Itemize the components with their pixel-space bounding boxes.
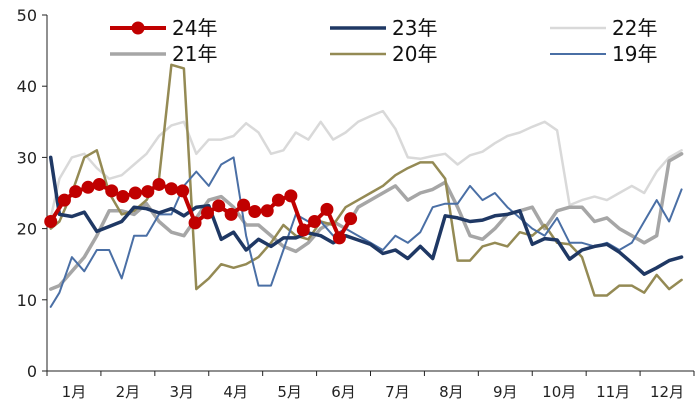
series-line-20年 xyxy=(49,63,683,297)
legend-item: 21年 xyxy=(110,42,217,66)
data-point xyxy=(201,206,215,220)
x-tick-label: 10月 xyxy=(542,383,576,401)
data-point xyxy=(92,177,106,191)
legend-marker xyxy=(131,21,145,35)
data-point xyxy=(212,199,226,213)
data-point xyxy=(105,184,119,198)
x-tick-label: 7月 xyxy=(385,383,410,401)
legend-item: 22年 xyxy=(550,16,657,40)
x-tick-label: 11月 xyxy=(596,383,630,401)
x-tick-label: 4月 xyxy=(223,383,248,401)
legend-label: 24年 xyxy=(172,16,217,40)
data-point xyxy=(176,184,190,198)
x-tick-label: 8月 xyxy=(439,383,464,401)
data-point xyxy=(284,189,298,203)
series-19年 xyxy=(49,156,683,308)
series-line-23年 xyxy=(48,155,684,276)
y-tick-label: 50 xyxy=(17,6,37,25)
y-tick-label: 40 xyxy=(17,77,37,96)
data-point xyxy=(344,212,358,226)
y-tick-label: 30 xyxy=(17,148,37,167)
data-point xyxy=(296,223,310,237)
legend-label: 21年 xyxy=(172,42,217,66)
data-point xyxy=(44,214,58,228)
y-tick-label: 20 xyxy=(17,220,37,239)
data-point xyxy=(128,186,142,200)
data-point xyxy=(57,193,71,207)
data-point xyxy=(308,214,322,228)
data-point xyxy=(332,231,346,245)
data-point xyxy=(260,204,274,218)
data-point xyxy=(69,185,83,199)
y-tick-label: 0 xyxy=(27,362,37,381)
x-tick-label: 2月 xyxy=(116,383,141,401)
data-point xyxy=(188,216,202,230)
legend: 24年 23年 22年 21年 20年 19年 xyxy=(110,16,657,66)
data-point xyxy=(248,205,262,219)
data-point xyxy=(224,207,238,221)
data-point xyxy=(237,198,251,212)
legend-item: 20年 xyxy=(330,42,437,66)
series-line-22年 xyxy=(49,109,683,220)
legend-item: 23年 xyxy=(330,16,437,40)
data-point xyxy=(320,202,334,216)
x-tick-label: 12月 xyxy=(650,383,684,401)
data-point xyxy=(116,190,130,204)
x-tick-label: 5月 xyxy=(277,383,302,401)
legend-label: 22年 xyxy=(612,16,657,40)
series-24年 xyxy=(44,177,358,245)
y-tick-label: 10 xyxy=(17,291,37,310)
data-point xyxy=(152,177,166,191)
x-tick-label: 3月 xyxy=(170,383,195,401)
legend-item: 24年 xyxy=(110,16,217,40)
series-layer xyxy=(44,63,684,308)
data-point xyxy=(141,185,155,199)
y-ticks: 0 10 20 30 40 50 xyxy=(17,6,47,381)
legend-label: 23年 xyxy=(392,16,437,40)
series-line-19年 xyxy=(49,156,683,308)
series-23年 xyxy=(48,155,684,276)
data-point xyxy=(271,193,285,207)
legend-item: 19年 xyxy=(550,42,657,66)
series-22年 xyxy=(49,109,683,220)
x-tick-label: 9月 xyxy=(493,383,518,401)
data-point xyxy=(81,180,95,194)
legend-label: 20年 xyxy=(392,42,437,66)
data-point xyxy=(164,182,178,196)
series-20年 xyxy=(49,63,683,297)
x-tick-label: 1月 xyxy=(62,383,87,401)
x-ticks: 1月 2月 3月 4月 5月 6月 7月 8月 9月 10月 11月 12月 xyxy=(46,371,695,401)
legend-label: 19年 xyxy=(612,42,657,66)
x-tick-label: 6月 xyxy=(331,383,356,401)
